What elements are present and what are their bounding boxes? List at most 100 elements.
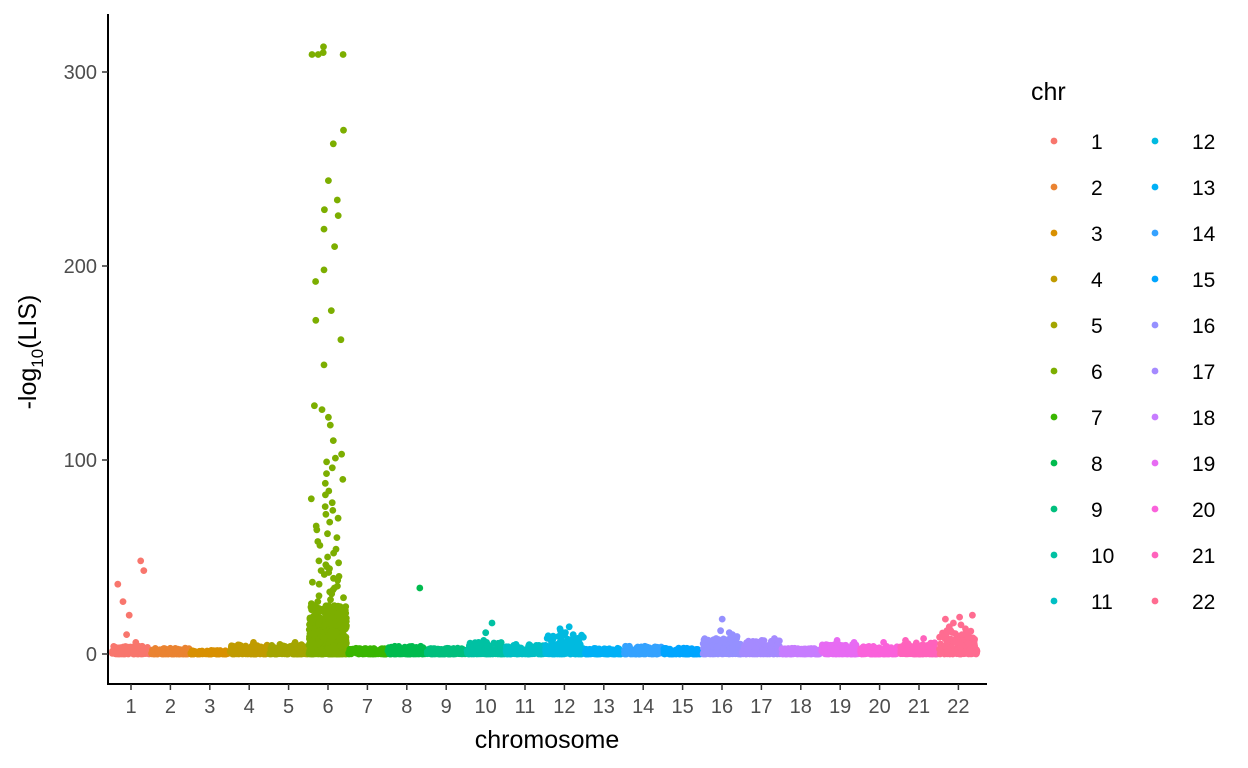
data-point	[713, 643, 721, 651]
data-point	[320, 622, 328, 629]
data-point	[324, 648, 332, 655]
data-point	[314, 598, 322, 605]
data-point	[725, 650, 733, 658]
legend-label: 17	[1192, 361, 1215, 384]
x-tick-label: 4	[244, 696, 255, 718]
legend-label: 15	[1192, 269, 1215, 292]
data-point	[405, 650, 412, 658]
legend-item: 8	[1050, 453, 1103, 476]
data-point	[173, 647, 180, 654]
legend-swatch	[1050, 505, 1058, 513]
data-point	[309, 578, 316, 586]
data-point	[767, 648, 775, 655]
legend-item: 9	[1050, 499, 1103, 522]
legend-label: 7	[1091, 407, 1103, 430]
legend-label: 3	[1091, 223, 1103, 246]
data-point	[315, 605, 323, 612]
x-tick-label: 7	[362, 696, 373, 718]
legend-swatch	[1050, 459, 1058, 467]
data-point	[758, 637, 766, 644]
y-tick-label: 100	[64, 450, 97, 472]
data-point	[871, 650, 878, 658]
x-tick-label: 18	[790, 696, 812, 718]
data-point	[545, 645, 553, 652]
data-point	[125, 611, 133, 619]
data-point	[322, 491, 329, 499]
data-point	[328, 464, 336, 472]
data-point	[355, 649, 363, 657]
data-point	[956, 613, 963, 621]
data-point	[810, 645, 818, 653]
data-point	[700, 636, 708, 644]
data-point	[454, 644, 462, 652]
x-tick-label: 6	[322, 696, 333, 718]
data-point	[553, 650, 561, 658]
x-tick-label: 9	[441, 696, 452, 718]
legend-swatch	[1151, 551, 1159, 559]
data-point	[323, 458, 330, 466]
data-point	[315, 619, 323, 626]
data-point	[315, 557, 323, 565]
data-point	[280, 642, 288, 650]
data-point	[322, 510, 330, 518]
data-point	[395, 643, 403, 651]
data-point	[229, 642, 237, 650]
data-point	[321, 206, 328, 214]
x-tick-label: 12	[553, 696, 575, 718]
legend-item: 18	[1151, 407, 1215, 430]
data-point	[529, 644, 537, 651]
data-point	[340, 126, 347, 134]
data-point	[148, 650, 156, 657]
data-point	[569, 647, 576, 655]
data-point	[312, 278, 319, 285]
x-axis-ticks: 1 2 3 4 5 6 7 8 9 10 11 12 13 14 15 16 17 18 19 20 21 22	[125, 684, 970, 718]
data-point	[203, 650, 211, 658]
data-point	[957, 621, 965, 629]
data-point	[558, 633, 566, 640]
data-point	[331, 243, 338, 251]
data-point	[464, 648, 472, 656]
data-point	[821, 650, 829, 657]
legend-item: 7	[1050, 407, 1103, 430]
legend-label: 16	[1192, 315, 1215, 338]
data-point	[891, 650, 899, 658]
data-point	[920, 635, 927, 642]
data-point	[964, 640, 972, 647]
data-point	[314, 640, 322, 648]
data-point	[942, 615, 949, 623]
data-point	[940, 642, 948, 650]
data-point	[316, 542, 324, 549]
data-point	[482, 629, 490, 637]
data-point	[327, 307, 335, 314]
legend-swatch	[1151, 321, 1159, 329]
data-point	[337, 336, 345, 344]
data-point	[943, 627, 951, 635]
data-point	[821, 644, 828, 652]
data-point	[423, 650, 431, 658]
data-points	[108, 43, 981, 658]
data-point	[552, 641, 560, 648]
data-point	[329, 437, 337, 444]
x-tick-label: 8	[401, 696, 412, 718]
data-point	[314, 51, 322, 58]
data-point	[519, 648, 527, 656]
data-point	[313, 526, 321, 534]
data-point	[788, 644, 796, 652]
legend-item: 15	[1151, 269, 1215, 292]
data-point	[610, 650, 617, 658]
data-point	[672, 650, 680, 658]
legend-swatch	[1151, 275, 1159, 283]
legend-swatch	[1050, 367, 1058, 375]
data-point	[110, 643, 118, 650]
data-point	[188, 650, 195, 658]
data-point	[899, 648, 907, 656]
legend-label: 6	[1091, 361, 1103, 384]
legend-label: 2	[1091, 177, 1103, 200]
legend-label: 21	[1192, 545, 1215, 568]
legend-item: 21	[1151, 545, 1215, 568]
legend-swatch	[1151, 413, 1159, 421]
data-point	[246, 650, 254, 657]
data-point	[328, 590, 336, 598]
data-point	[290, 649, 297, 657]
